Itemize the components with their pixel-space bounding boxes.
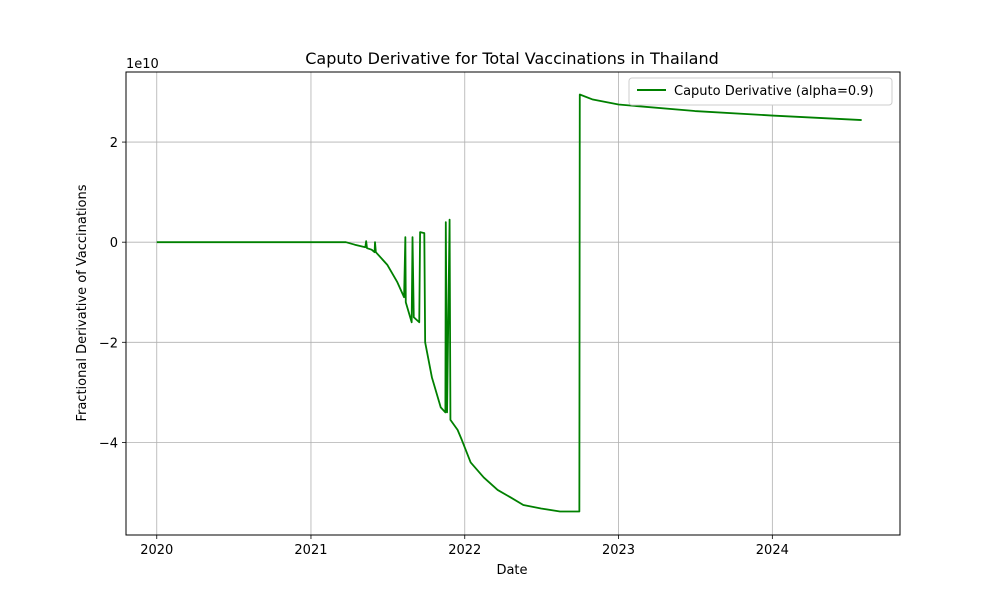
y-tick-label: −2 — [99, 336, 118, 351]
x-axis-label: Date — [496, 563, 527, 578]
series-layer — [156, 93, 862, 513]
y-axis: −4 −2 0 2 — [99, 136, 126, 451]
x-tick-label: 2023 — [602, 543, 635, 558]
legend-label: Caputo Derivative (alpha=0.9) — [674, 84, 874, 99]
series-line-caputo-derivative — [156, 93, 862, 513]
y-tick-label: −4 — [99, 436, 118, 451]
legend-box — [628, 77, 893, 106]
y-scale-label: 1e10 — [126, 57, 159, 72]
y-axis-label: Fractional Derivative of Vaccinations — [75, 184, 90, 421]
x-tick-label: 2021 — [294, 543, 327, 558]
x-axis: 2020 2021 2022 2023 2024 — [140, 535, 789, 558]
plot-area-frame — [125, 71, 901, 536]
y-tick-label: 2 — [110, 136, 118, 151]
legend: Caputo Derivative (alpha=0.9) — [628, 77, 893, 106]
x-tick-label: 2022 — [448, 543, 481, 558]
x-tick-label: 2020 — [140, 543, 173, 558]
y-tick-label: 0 — [110, 236, 118, 251]
chart-title: Caputo Derivative for Total Vaccinations… — [305, 49, 718, 68]
x-tick-label: 2024 — [756, 543, 789, 558]
